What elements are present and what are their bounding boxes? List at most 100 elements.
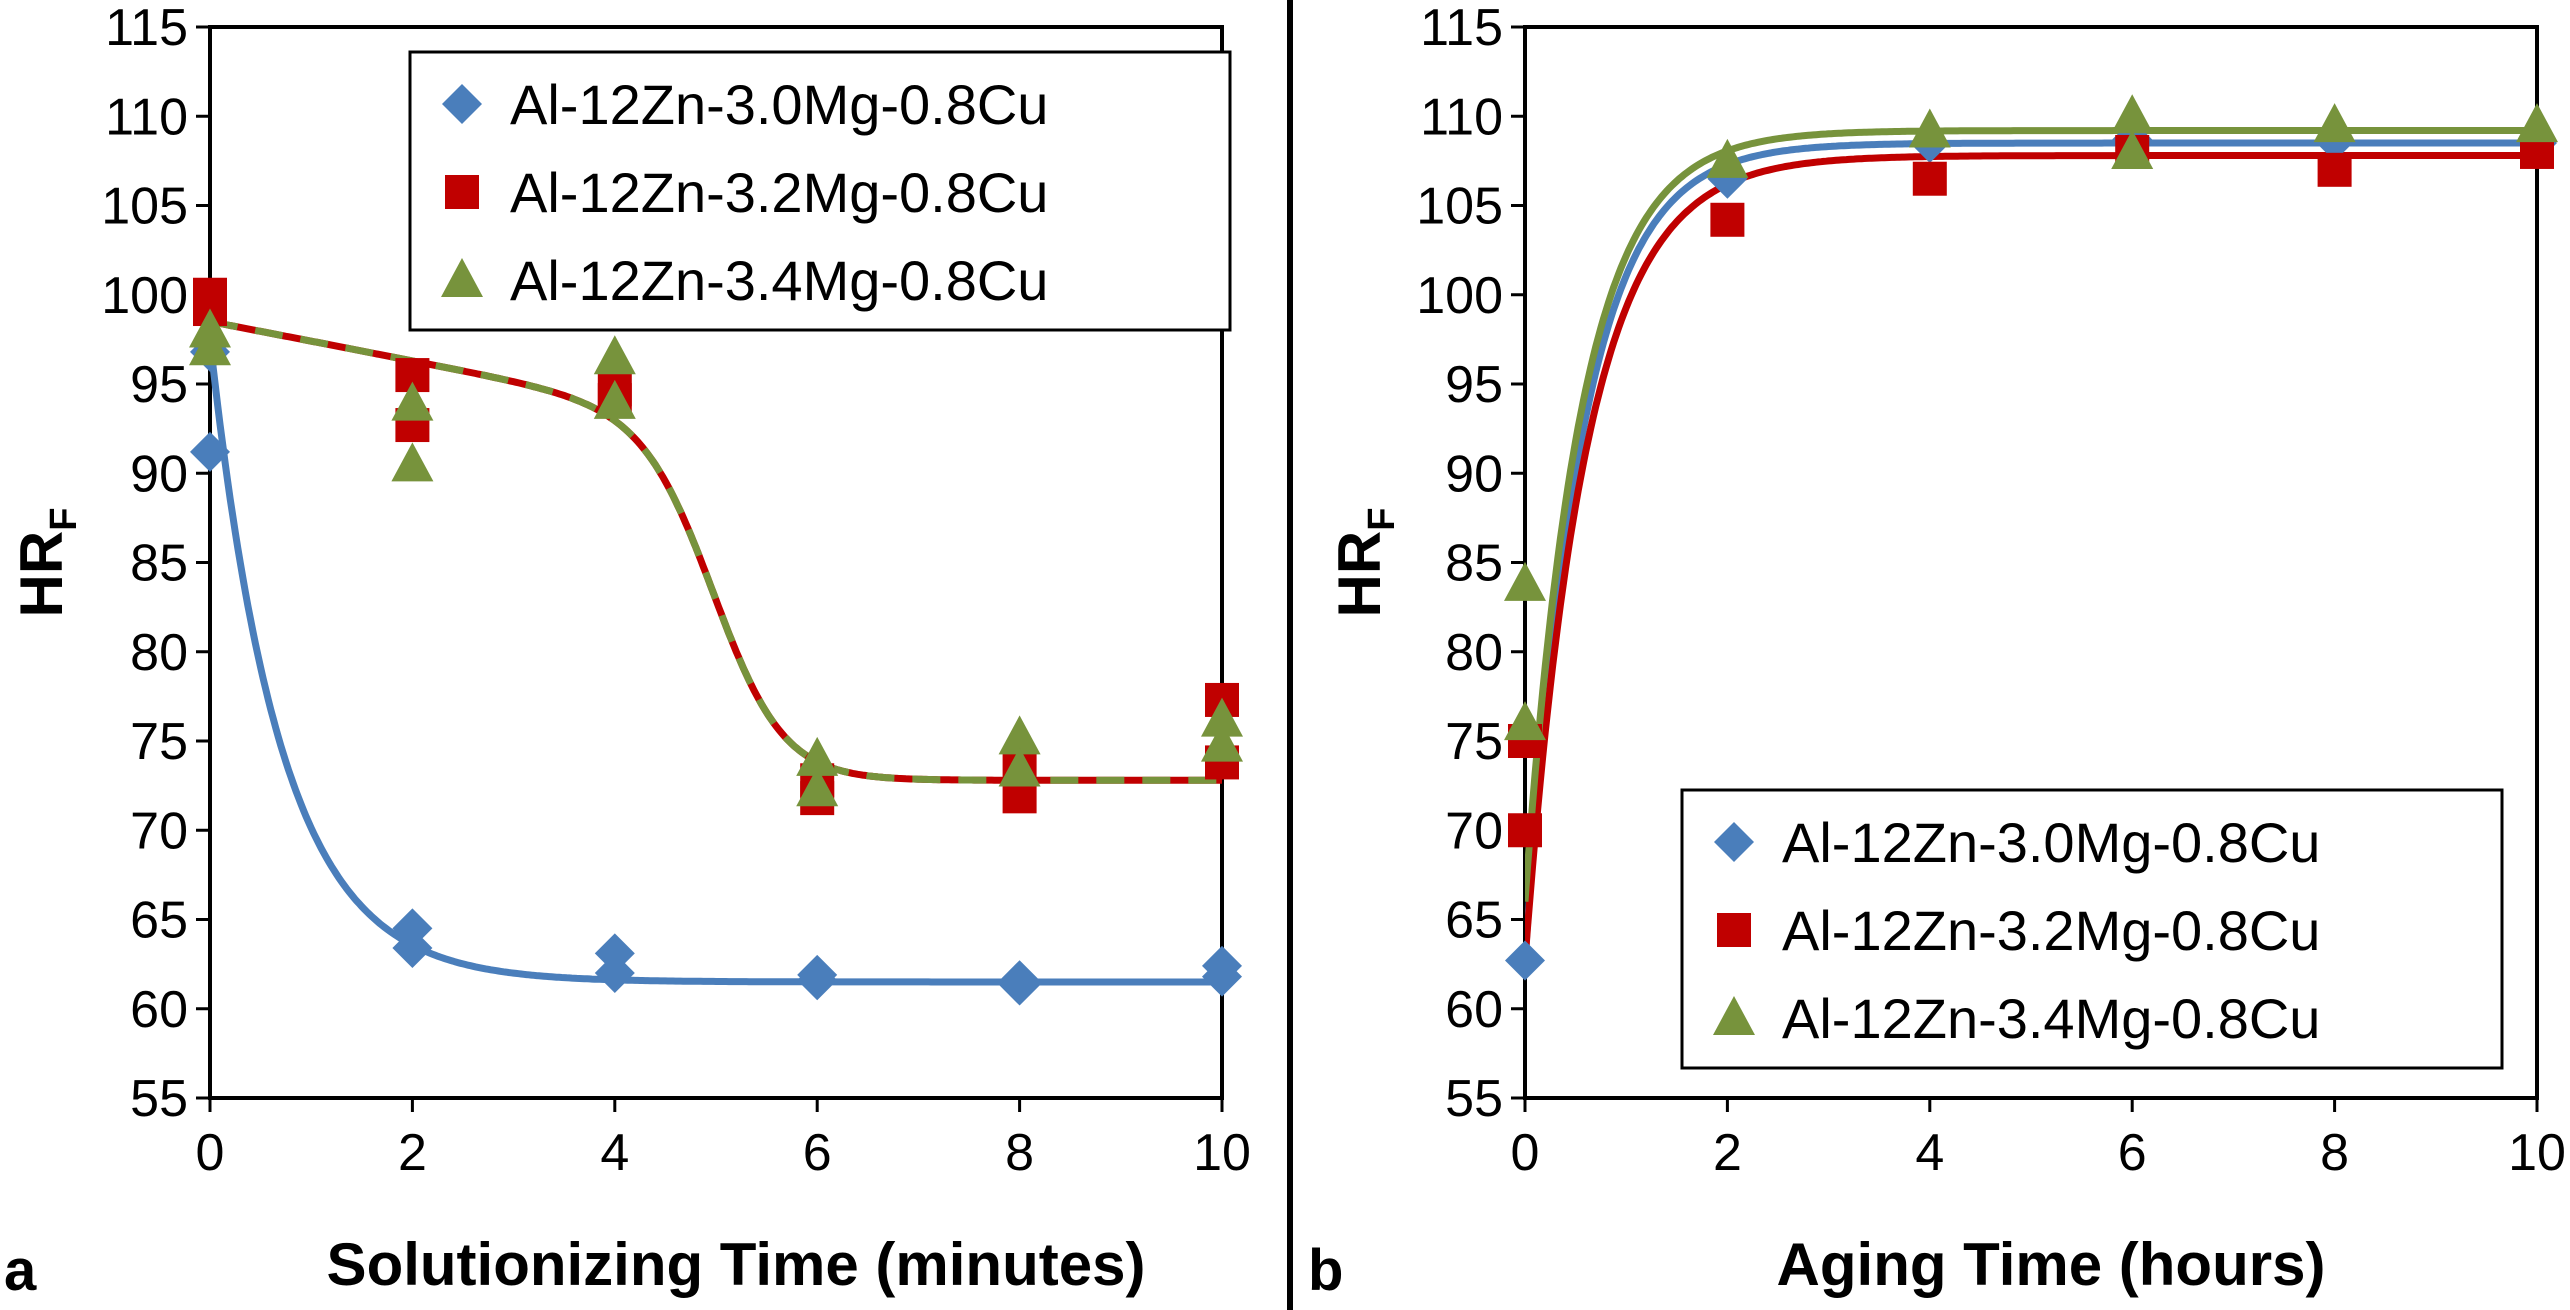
panel-label-b: b — [1308, 1238, 1343, 1303]
data-point-triangle — [2516, 103, 2558, 143]
y-axis-title: HRF — [1326, 508, 1403, 618]
x-tick-label: 2 — [398, 1124, 427, 1182]
data-point-diamond — [190, 431, 230, 472]
fit-curve — [1525, 152, 2537, 961]
data-point-triangle — [1706, 138, 1749, 178]
panel-label-a: a — [4, 1238, 37, 1303]
chart-panel-a: 55 60 65 70 75 80 85 90 95 100 105 110 115 0 2 4 6 8 10 Sol… — [8, 0, 1251, 1298]
data-point-diamond — [1202, 956, 1242, 997]
data-point-triangle — [391, 381, 434, 421]
y-tick-label: 80 — [1445, 624, 1503, 682]
x-tick-label: 6 — [2118, 1124, 2147, 1182]
fit-curves — [1525, 127, 2537, 961]
y-tick-label: 80 — [130, 624, 188, 682]
x-tick-label: 4 — [600, 1124, 629, 1182]
data-point-triangle — [391, 442, 434, 482]
x-tick-label: 4 — [1915, 1124, 1944, 1182]
x-tick-label: 6 — [803, 1124, 832, 1182]
y-tick-label: 75 — [1445, 713, 1503, 771]
legend-entry-label: Al-12Zn-3.4Mg-0.8Cu — [510, 249, 1048, 312]
y-tick-label: 85 — [1445, 535, 1503, 593]
legend-marker-square — [445, 175, 479, 209]
data-point-square — [2317, 152, 2352, 187]
data-point-triangle — [796, 736, 839, 776]
y-tick-label: 55 — [1445, 1070, 1503, 1128]
y-tick-label: 110 — [1420, 88, 1503, 146]
data-point-square — [1912, 161, 1947, 196]
y-tick-label: 90 — [130, 445, 188, 503]
y-tick-label: 110 — [105, 88, 188, 146]
x-tick-label: 8 — [1005, 1124, 1034, 1182]
data-point-triangle — [593, 379, 636, 419]
y-tick-label: 65 — [1445, 892, 1503, 950]
data-point-triangle — [2111, 94, 2154, 134]
legend-entry-label: Al-12Zn-3.0Mg-0.8Cu — [1782, 811, 2320, 874]
y-tick-label: 100 — [1416, 267, 1503, 325]
series-points — [189, 308, 1243, 807]
y-tick-label: 90 — [1445, 445, 1503, 503]
legend-marker-diamond — [442, 84, 482, 124]
series-points — [1504, 94, 2558, 741]
y-axis-title: HRF — [8, 508, 85, 618]
fit-curve — [1525, 127, 2537, 902]
chart-panel-b: 55 60 65 70 75 80 85 90 95 100 105 110 115 0 2 4 6 8 10 Agi… — [1326, 0, 2566, 1298]
legend-box — [408, 50, 1232, 332]
data-point-diamond — [1505, 940, 1545, 981]
data-point-diamond — [594, 953, 635, 994]
x-tick-label: 8 — [2320, 1124, 2349, 1182]
y-tick-label: 105 — [1416, 178, 1503, 236]
x-axis-title: Solutionizing Time (minutes) — [327, 1231, 1146, 1298]
y-tick-label: 55 — [130, 1070, 188, 1128]
x-tick-label: 10 — [2508, 1124, 2566, 1182]
data-point-triangle — [2313, 103, 2356, 143]
x-tick-label: 0 — [1511, 1124, 1540, 1182]
data-point-triangle — [1504, 701, 1546, 741]
x-tick-label: 0 — [196, 1124, 225, 1182]
y-tick-label: 115 — [1420, 0, 1503, 57]
y-tick-label: 95 — [130, 356, 188, 414]
legend-entry-label: Al-12Zn-3.2Mg-0.8Cu — [1782, 899, 2320, 962]
data-point-diamond — [999, 965, 1040, 1006]
data-point-triangle — [1201, 722, 1243, 762]
legend-marker-square — [1717, 913, 1751, 947]
data-point-diamond — [797, 960, 838, 1001]
data-point-triangle — [1201, 697, 1243, 737]
y-tick-label: 60 — [130, 981, 188, 1039]
x-tick-label: 2 — [1713, 1124, 1742, 1182]
x-tick-label: 10 — [1193, 1124, 1251, 1182]
data-point-diamond — [392, 928, 433, 969]
data-point-triangle — [189, 326, 231, 366]
fit-curve — [1525, 139, 2537, 961]
data-point-triangle — [1504, 561, 1546, 601]
legend: Al-12Zn-3.0Mg-0.8Cu Al-12Zn-3.2Mg-0.8Cu Al… — [1680, 788, 2504, 1070]
legend-entry-label: Al-12Zn-3.4Mg-0.8Cu — [1782, 987, 2320, 1050]
data-point-triangle — [998, 747, 1041, 787]
fit-curves — [210, 318, 1222, 986]
data-point-triangle — [1908, 108, 1951, 148]
legend-entry-label: Al-12Zn-3.0Mg-0.8Cu — [510, 73, 1048, 136]
y-tick-label: 75 — [130, 713, 188, 771]
y-tick-label: 105 — [101, 178, 188, 236]
y-tick-label: 100 — [101, 267, 188, 325]
data-point-square — [1508, 813, 1542, 848]
y-tick-label: 115 — [105, 0, 188, 57]
y-tick-label: 70 — [130, 802, 188, 860]
y-tick-label: 65 — [130, 892, 188, 950]
y-tick-label: 85 — [130, 535, 188, 593]
y-tick-label: 60 — [1445, 981, 1503, 1039]
legend-entry-label: Al-12Zn-3.2Mg-0.8Cu — [510, 161, 1048, 224]
y-tick-label: 70 — [1445, 802, 1503, 860]
data-point-triangle — [2111, 129, 2154, 169]
y-tick-label: 95 — [1445, 356, 1503, 414]
data-point-square — [1710, 202, 1745, 237]
legend-marker-triangle — [1713, 996, 1755, 1035]
fit-curve — [210, 318, 1222, 784]
legend: Al-12Zn-3.0Mg-0.8Cu Al-12Zn-3.2Mg-0.8Cu Al… — [408, 50, 1232, 332]
legend-marker-diamond — [1714, 822, 1754, 862]
legend-marker-triangle — [441, 258, 483, 297]
data-point-triangle — [796, 767, 839, 807]
x-axis-title: Aging Time (hours) — [1777, 1231, 2326, 1298]
data-point-triangle — [593, 335, 636, 375]
